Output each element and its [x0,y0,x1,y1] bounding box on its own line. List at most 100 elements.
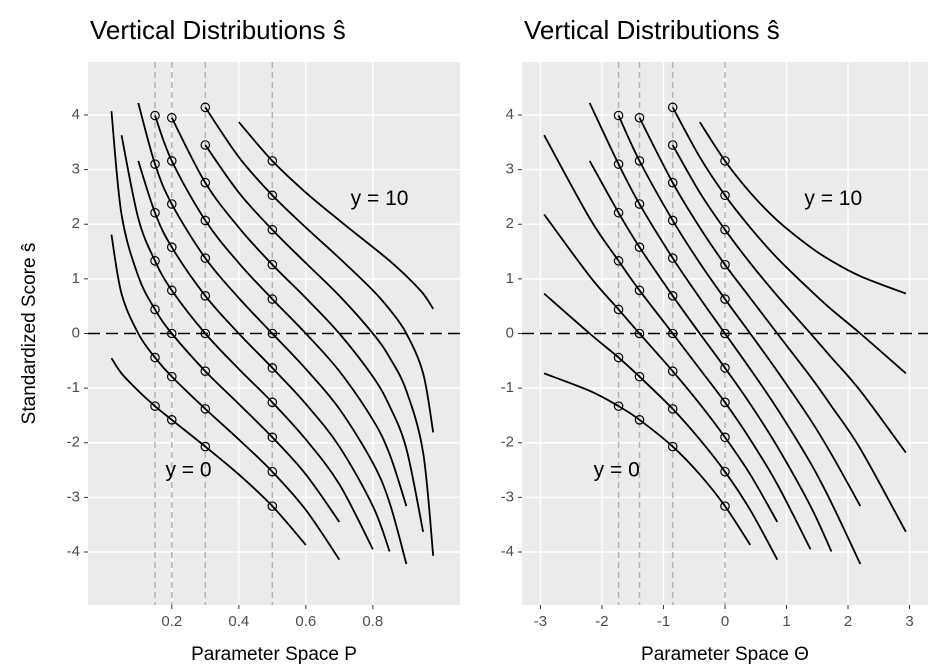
curve [543,213,779,523]
curve [110,234,341,561]
x-axis-label: Parameter Space Θ [641,644,809,665]
curve [204,106,435,433]
point [634,415,645,425]
point [613,401,624,411]
point [720,224,730,235]
point [634,156,645,166]
point [150,352,160,363]
y-tick-label: 4 [506,106,514,123]
y-tick-label: 4 [72,106,80,123]
y-tick-label: 1 [72,270,80,287]
point [267,501,278,511]
curve [543,134,812,550]
point [267,156,278,166]
point [200,404,211,414]
point [720,259,730,270]
point [150,304,160,315]
point [720,328,730,339]
point [613,304,624,315]
curve [671,144,907,454]
point [720,466,730,477]
curve [588,102,862,565]
x-tick-label: 0 [721,613,729,630]
point [267,466,278,477]
x-tick-label: 1 [782,613,790,630]
point [667,328,678,339]
point [166,112,177,123]
point [720,363,730,373]
point [720,294,730,304]
point [667,215,678,226]
point [720,501,730,511]
point [267,432,278,443]
chart-title: Vertical Distributions ŝ [90,15,346,45]
x-tick-label: -1 [657,613,670,630]
point [720,432,730,443]
point [667,102,678,113]
point [150,401,160,411]
y-tick-label: 3 [506,161,514,178]
curve [110,357,307,546]
x-tick-label: 3 [905,613,913,630]
point [634,112,645,123]
y-tick-label: -2 [501,434,514,451]
point [150,207,160,218]
point [267,397,278,408]
point [634,242,645,252]
x-tick-label: 0.2 [161,613,182,630]
point [613,159,624,169]
point [166,156,177,166]
point [634,328,645,339]
point [667,291,678,301]
curve [238,121,434,310]
point [200,177,211,188]
point [166,199,177,209]
point [166,328,177,339]
point [200,328,211,339]
y-axis-label: Standardized Score ŝ [19,243,40,425]
x-tick-label: -2 [595,613,608,630]
point [166,242,177,252]
y-tick-label: -1 [501,379,514,396]
point [667,177,678,188]
point [613,110,624,121]
point [166,415,177,425]
point [200,291,211,301]
point [667,404,678,414]
curve [671,106,907,375]
curve [617,115,862,507]
point [613,256,624,266]
curve [543,372,751,546]
curve [543,292,779,561]
x-axis-label: Parameter Space P [191,644,357,665]
point [667,441,678,452]
curve [699,121,907,295]
chart-title: Vertical Distributions ŝ [524,15,780,45]
y-tick-label: 0 [72,324,80,341]
point [200,140,211,150]
point [634,285,645,296]
point [166,285,177,296]
curve [137,160,391,552]
point [150,110,160,121]
point [267,328,278,339]
point [720,397,730,408]
y-tick-label: -2 [67,434,80,451]
point [267,190,278,201]
curve [638,117,907,533]
point [150,159,160,169]
y-tick-label: -4 [67,543,80,560]
point [267,224,278,235]
point [667,253,678,263]
curve [137,102,408,565]
y-tick-label: -1 [67,379,80,396]
curve [154,115,408,507]
point [150,256,160,266]
x-tick-label: 0.4 [228,613,249,630]
point [200,441,211,452]
x-tick-label: 0.6 [295,613,316,630]
x-tick-label: 2 [844,613,852,630]
x-tick-label: -3 [534,613,547,630]
point [200,253,211,263]
point [200,102,211,113]
